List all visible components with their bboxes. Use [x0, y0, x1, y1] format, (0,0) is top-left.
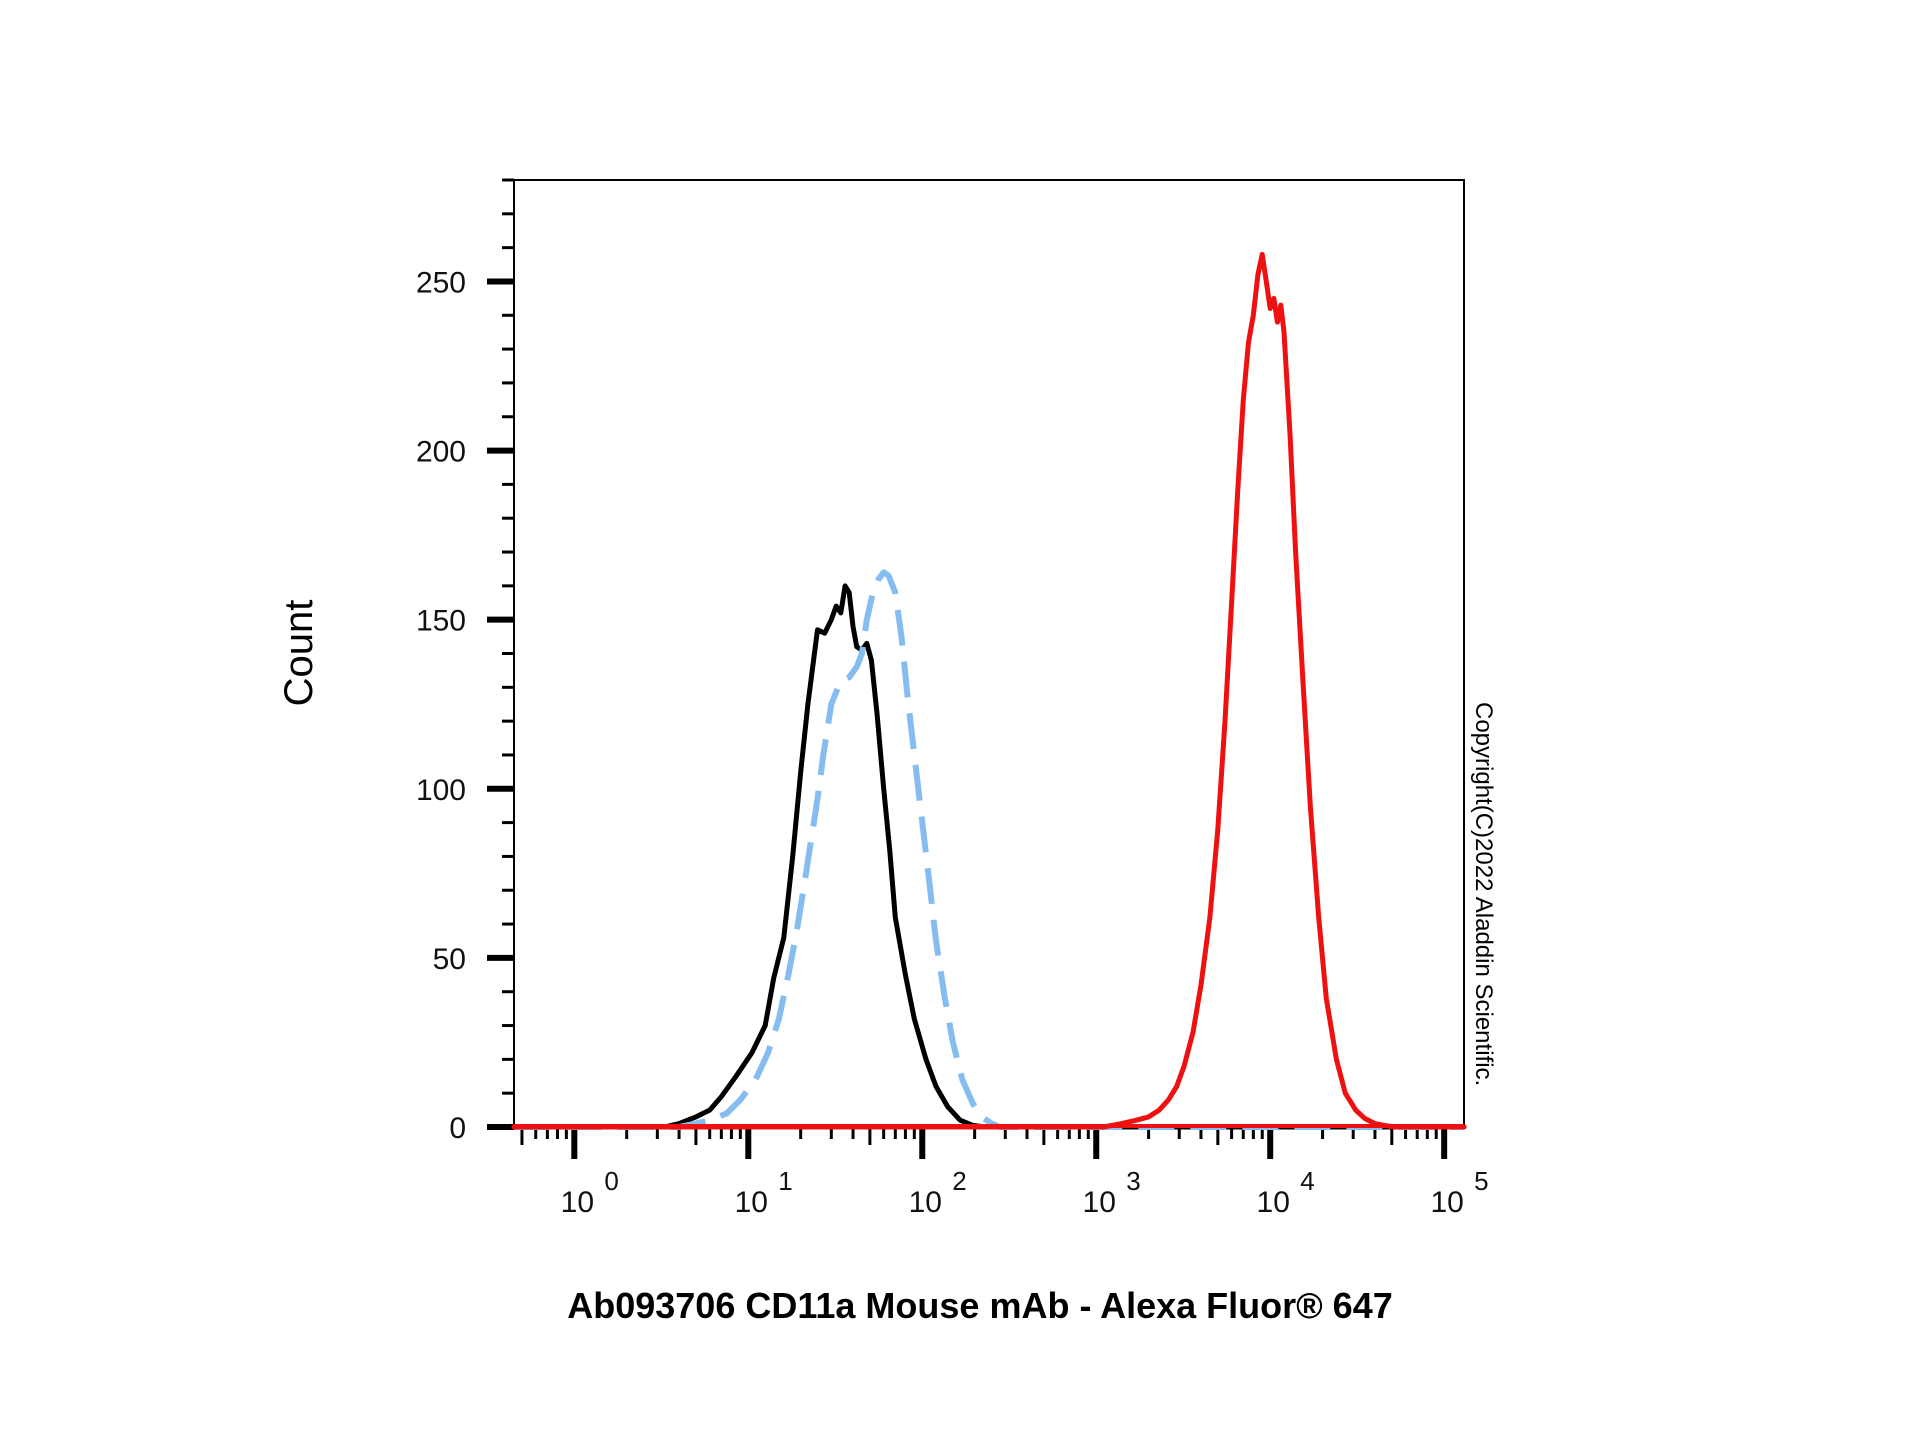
y-tick-label: 100	[416, 774, 466, 807]
x-tick-label-exponent: 0	[604, 1166, 618, 1196]
y-tick-label: 50	[433, 943, 466, 976]
y-tick-label: 250	[416, 266, 466, 299]
series-line-stained-red	[511, 251, 1467, 1130]
x-axis: 10 0 10 1 10 2 10 3 10 4 10 5	[520, 1127, 1489, 1219]
series-line-control-black	[511, 583, 1467, 1130]
y-axis: 0 50 100 150 200 250	[416, 178, 514, 1145]
series-layer	[511, 251, 1467, 1130]
x-axis-label: Ab093706 CD11a Mouse mAb - Alexa Fluor® …	[567, 1285, 1393, 1326]
x-tick-label-base: 10	[1257, 1186, 1290, 1219]
y-tick-label: 150	[416, 605, 466, 638]
x-tick-label-base: 10	[1083, 1186, 1116, 1219]
y-tick-label: 0	[449, 1112, 466, 1145]
x-tick-label-exponent: 5	[1474, 1166, 1488, 1196]
x-tick-label-exponent: 2	[952, 1166, 966, 1196]
plot-frame	[513, 179, 1465, 1128]
x-tick-label-exponent: 1	[778, 1166, 792, 1196]
x-tick-label-exponent: 3	[1126, 1166, 1140, 1196]
x-tick-label-base: 10	[735, 1186, 768, 1219]
y-tick-label: 200	[416, 436, 466, 469]
series-line-isotype-dashed	[514, 569, 1464, 1130]
x-tick-label-base: 10	[1430, 1186, 1463, 1219]
copyright-annotation: Copyright(C)2022 Aladdin Scientific.	[1470, 702, 1497, 1086]
x-tick-label-base: 10	[909, 1186, 942, 1219]
x-tick-label-base: 10	[561, 1186, 594, 1219]
x-tick-label-exponent: 4	[1300, 1166, 1314, 1196]
y-axis-label: Count	[277, 600, 321, 707]
